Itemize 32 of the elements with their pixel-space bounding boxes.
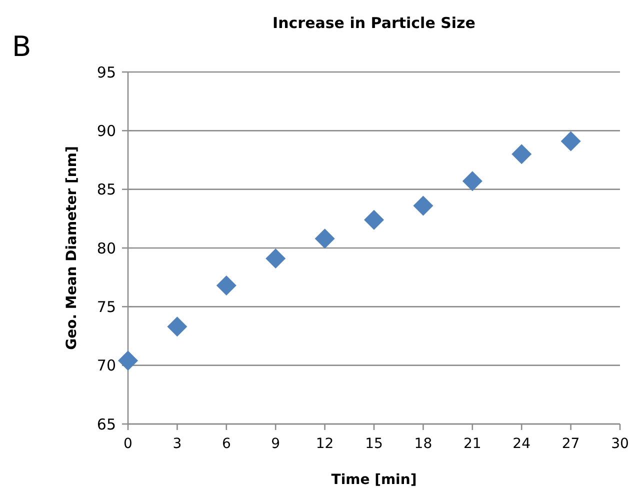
y-tick-label: 95 xyxy=(96,63,116,82)
point xyxy=(462,171,482,192)
chart-title: Increase in Particle Size xyxy=(272,14,476,32)
x-tick-label: 30 xyxy=(611,436,629,452)
x-tick-label: 3 xyxy=(172,436,182,452)
point xyxy=(118,350,138,371)
x-axis-title: Time [min] xyxy=(331,472,417,488)
point xyxy=(413,196,434,216)
text: B xyxy=(12,30,32,63)
y-tick-label: 90 xyxy=(96,122,116,140)
x-tick-label: 6 xyxy=(222,436,231,452)
point xyxy=(266,248,286,269)
point xyxy=(560,131,581,152)
point xyxy=(167,316,188,337)
x-tick-label: 9 xyxy=(271,436,280,452)
y-tick-label: 80 xyxy=(96,239,116,258)
x-tick-label: 0 xyxy=(124,436,132,452)
x-tick-label: 18 xyxy=(414,436,432,452)
x-tick-label: 12 xyxy=(316,436,334,452)
x-tick-label: 24 xyxy=(512,436,531,452)
y-tick-label: 65 xyxy=(96,415,116,434)
point xyxy=(364,210,384,230)
point xyxy=(512,144,532,164)
point xyxy=(216,276,236,296)
y-tick-label: 70 xyxy=(96,356,116,375)
x-tick-label: 21 xyxy=(463,436,482,452)
x-tick-label: 15 xyxy=(365,436,383,452)
y-tick-label: 75 xyxy=(96,298,116,316)
x-tick-label: 27 xyxy=(562,436,580,452)
point xyxy=(314,228,335,249)
y-axis-title: Geo. Mean Diameter [nm] xyxy=(64,146,80,350)
y-tick-label: 85 xyxy=(96,180,116,199)
